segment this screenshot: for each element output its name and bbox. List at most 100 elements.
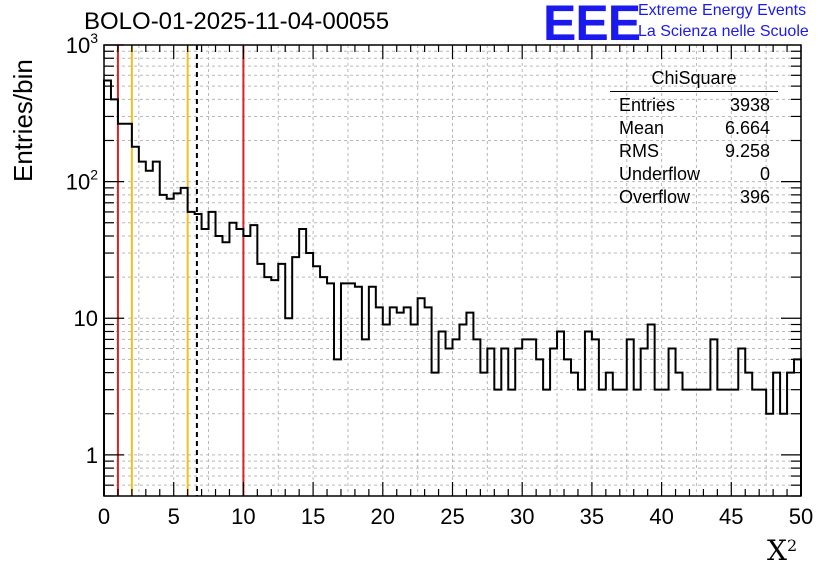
histogram-bin [787, 373, 794, 496]
stats-row: RMS 9.258 [610, 140, 778, 163]
histogram-bin [613, 390, 620, 496]
histogram-bin [473, 339, 480, 496]
histogram-bars [103, 79, 802, 496]
histogram-bin [669, 349, 676, 496]
x-tick-label: 50 [789, 504, 813, 529]
histogram-bin [501, 349, 508, 496]
histogram-bin [320, 277, 327, 496]
histogram-bin [662, 390, 669, 496]
x-tick-label: 25 [440, 504, 464, 529]
x-tick-label: 5 [168, 504, 180, 529]
histogram-bin [522, 339, 529, 496]
histogram-bin [418, 298, 425, 496]
histogram-bin [752, 390, 759, 496]
histogram-bin [202, 229, 209, 496]
y-tick-label: 102 [66, 167, 98, 195]
stats-value: 6.664 [724, 118, 770, 138]
histogram-bin [250, 225, 257, 496]
histogram-bin [306, 253, 313, 496]
y-tick-label-exponent: 2 [90, 167, 98, 183]
histogram-bin [236, 229, 243, 496]
histogram-bin [738, 349, 745, 496]
stats-label: Mean [619, 118, 665, 138]
histogram-bin [480, 373, 487, 496]
histogram-bin [487, 349, 494, 496]
histogram-bin [292, 257, 299, 496]
histogram-bin [676, 373, 683, 496]
histogram-bin [703, 390, 710, 496]
x-axis-label: X2 [767, 534, 797, 567]
histogram-bin [188, 212, 195, 496]
x-tick-label: 15 [301, 504, 325, 529]
histogram-bin [195, 214, 202, 496]
histogram-bin [683, 390, 690, 496]
histogram-bin [271, 280, 278, 496]
histogram-bin [446, 349, 453, 496]
y-tick-label-base: 10 [66, 170, 90, 195]
logo-line-1: Extreme Energy Events [638, 2, 807, 19]
histogram-bin [515, 349, 522, 496]
histogram-bin [641, 349, 648, 496]
histogram-bin [717, 390, 724, 496]
stats-value: 0 [759, 164, 770, 184]
histogram-bin [724, 390, 731, 496]
y-axis-label: Entries/bin [8, 59, 38, 182]
histogram-bin [564, 359, 571, 496]
histogram-bin [655, 390, 662, 496]
y-tick-label: 103 [66, 30, 98, 58]
stats-value: 9.258 [724, 141, 770, 161]
x-axis-label-exponent: 2 [786, 536, 798, 555]
stats-label: Overflow [619, 187, 691, 207]
stats-row: Overflow 396 [610, 186, 778, 209]
x-tick-label: 10 [231, 504, 255, 529]
histogram-bin [125, 124, 132, 496]
histogram-bin [627, 339, 634, 496]
stats-row: Underflow 0 [610, 163, 778, 186]
histogram-bin [264, 277, 271, 496]
y-tick-label-base: 10 [66, 33, 90, 58]
histogram-bin [759, 390, 766, 496]
histogram-bin [696, 390, 703, 496]
histogram-bin [362, 339, 369, 496]
x-tick-label: 40 [649, 504, 673, 529]
histogram-bin [181, 188, 188, 496]
histogram-series [103, 79, 802, 496]
stats-value: 396 [739, 187, 770, 207]
histogram-bin [459, 324, 466, 496]
histogram-bin [160, 195, 167, 496]
histogram-bin [494, 390, 501, 496]
histogram-bin [146, 171, 153, 496]
stats-label: RMS [619, 141, 659, 161]
grid [104, 45, 801, 496]
histogram-bin [453, 339, 460, 496]
x-tick-label: 0 [98, 504, 110, 529]
histogram-bin [432, 373, 439, 496]
histogram-bin [543, 390, 550, 496]
histogram-bin [104, 80, 111, 496]
x-tick-label: 45 [719, 504, 743, 529]
histogram-bin [599, 390, 606, 496]
y-tick-label-exponent: 3 [90, 30, 98, 46]
stats-label: Entries [619, 95, 676, 115]
stats-value: 3938 [729, 95, 770, 115]
histogram-bin [578, 390, 585, 496]
histogram-bin [243, 236, 250, 496]
histogram-bin [536, 359, 543, 496]
histogram-bin [508, 390, 515, 496]
histogram-bin [334, 359, 341, 496]
histogram-bin [550, 349, 557, 496]
histogram-bin [174, 193, 181, 496]
histogram-bin [745, 373, 752, 496]
y-tick-label: 10 [74, 306, 98, 331]
histogram-bin [285, 318, 292, 496]
histogram-bin [606, 373, 613, 496]
y-tick-label: 1 [86, 443, 98, 468]
stats-row: Entries 3938 [610, 94, 778, 117]
histogram-bin [383, 324, 390, 496]
x-tick-label: 20 [371, 504, 395, 529]
histogram-bin [209, 212, 216, 496]
histogram-bin [529, 339, 536, 496]
histogram-bin [118, 124, 125, 496]
histogram-bin [222, 242, 229, 496]
